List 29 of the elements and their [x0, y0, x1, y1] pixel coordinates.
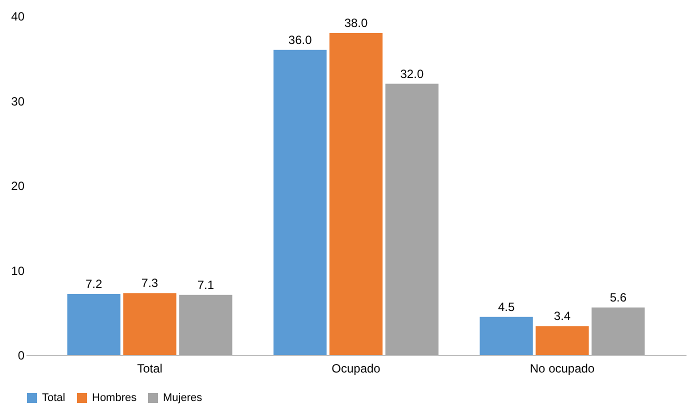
y-tick-label: 40 — [11, 10, 25, 24]
legend-label: Total — [42, 392, 66, 404]
bar — [123, 293, 176, 355]
bar — [592, 308, 645, 355]
bar — [329, 32, 383, 355]
data-label: 7.3 — [141, 276, 158, 290]
bar — [274, 50, 327, 355]
bar — [536, 326, 589, 355]
y-tick-label: 20 — [11, 179, 25, 193]
data-label: 32.0 — [400, 66, 424, 81]
legend-label: Mujeres — [163, 392, 203, 404]
data-label: 4.5 — [498, 300, 515, 314]
y-tick-label: 10 — [11, 264, 25, 278]
data-label: 3.4 — [554, 309, 571, 324]
x-tick-label: Ocupado — [332, 362, 381, 376]
legend-label: Hombres — [92, 392, 138, 404]
data-label: 5.6 — [610, 290, 627, 305]
data-label: 38.0 — [344, 16, 368, 30]
x-tick-label: Total — [137, 362, 162, 376]
bar — [179, 294, 232, 355]
data-label: 7.2 — [85, 276, 102, 291]
y-tick-label: 0 — [18, 348, 25, 362]
y-tick-label: 30 — [11, 94, 25, 108]
x-tick-label: No ocupado — [530, 362, 595, 376]
data-label: 7.1 — [197, 278, 214, 292]
bar — [67, 294, 120, 355]
data-label: 36.0 — [288, 32, 312, 47]
bar — [385, 84, 438, 355]
bar — [480, 316, 533, 355]
